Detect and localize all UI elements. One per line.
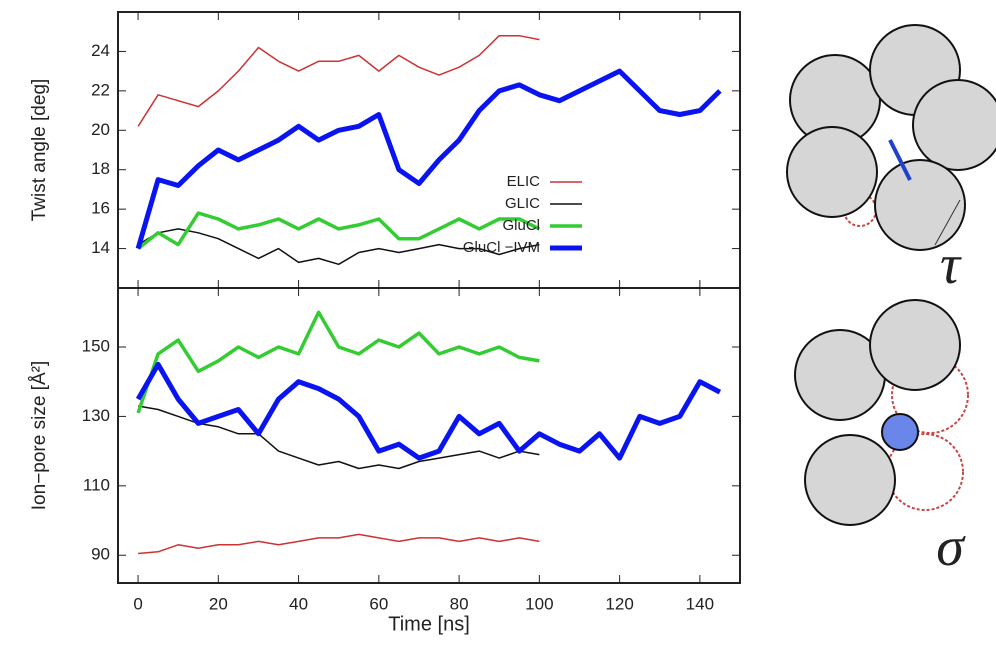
x-tick-label: 40	[289, 594, 308, 613]
y-tick-label: 130	[82, 406, 110, 425]
x-axis-label: Time [ns]	[388, 613, 470, 635]
legend-label: ELIC	[507, 173, 541, 190]
y-tick-label: 14	[91, 238, 110, 257]
legend-label: GLIC	[505, 195, 540, 212]
legend-label: GluCl −IVM	[463, 239, 540, 256]
y-axis-label: Ion−pore size [Å²]	[29, 361, 50, 510]
series-line	[137, 405, 540, 470]
series-line	[137, 34, 540, 127]
diagram-tau	[786, 24, 996, 251]
plot-frame	[117, 287, 741, 584]
y-tick-label: 16	[91, 199, 110, 218]
x-tick-label: 120	[605, 594, 633, 613]
y-tick-label: 22	[91, 80, 110, 99]
y-axis-label: Twist angle [deg]	[29, 79, 50, 222]
series-line	[136, 310, 540, 414]
x-tick-label: 80	[450, 594, 469, 613]
y-tick-label: 20	[91, 120, 110, 139]
diagram-sigma	[794, 299, 969, 526]
legend-label: GluCl	[502, 217, 540, 234]
x-tick-label: 60	[369, 594, 388, 613]
series-line	[135, 68, 722, 250]
y-tick-label: 150	[82, 336, 110, 355]
x-tick-label: 100	[525, 594, 553, 613]
y-tick-label: 110	[83, 475, 110, 494]
y-tick-label: 24	[91, 41, 110, 60]
x-tick-label: 0	[133, 594, 142, 613]
y-tick-label: 18	[91, 159, 110, 178]
annotation: τ	[940, 234, 962, 296]
series-line	[138, 533, 540, 555]
series-line	[135, 361, 722, 461]
series-line	[137, 211, 541, 250]
x-tick-label: 140	[686, 594, 714, 613]
series-line	[137, 228, 540, 266]
annotation: σ	[936, 516, 966, 578]
y-tick-label: 90	[91, 545, 110, 564]
x-tick-label: 20	[209, 594, 228, 613]
